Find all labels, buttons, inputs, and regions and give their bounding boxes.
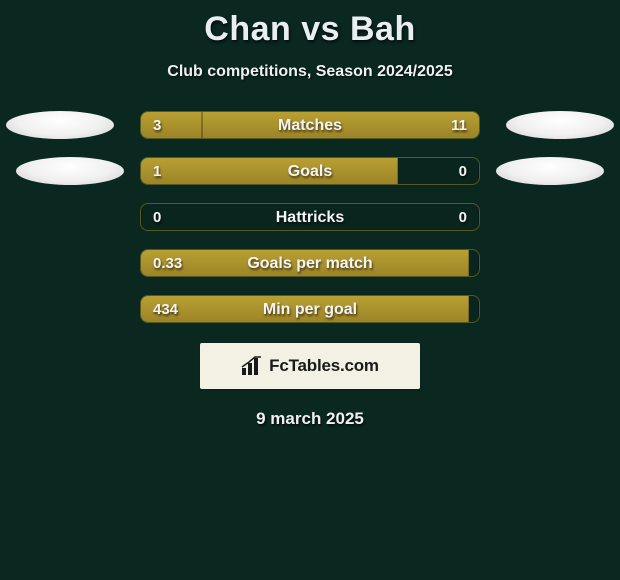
- stat-row: Goals per match0.33: [0, 249, 620, 279]
- stat-row: Hattricks0 0: [0, 203, 620, 233]
- stat-value-right: 0: [459, 158, 467, 185]
- logo-badge: FcTables.com: [200, 343, 420, 389]
- stat-bar-left-fill: [141, 112, 202, 138]
- stat-bar-right-fill: [202, 112, 479, 138]
- stat-bar-right-fill: [478, 296, 479, 322]
- stat-rows: Matches311Goals10Hattricks00Goals per ma…: [0, 111, 620, 325]
- stat-bar: Goals10: [140, 157, 480, 185]
- stat-bar-left-fill: [141, 296, 469, 322]
- player-marker-right: [496, 157, 604, 185]
- stat-row: Matches311: [0, 111, 620, 141]
- player-marker-left: [6, 111, 114, 139]
- stat-bar: Min per goal434: [140, 295, 480, 323]
- stat-bar: Hattricks0 0: [140, 203, 480, 231]
- date-label: 9 march 2025: [0, 409, 620, 429]
- page-title: Chan vs Bah: [0, 0, 620, 49]
- logo-text: FcTables.com: [269, 356, 379, 376]
- player-marker-right: [506, 111, 614, 139]
- stat-value-left: 0: [153, 204, 161, 231]
- stat-row: Goals10: [0, 157, 620, 187]
- stat-bar-left-fill: [141, 158, 398, 184]
- player-marker-left: [16, 157, 124, 185]
- stat-row: Min per goal434: [0, 295, 620, 325]
- stat-bar: Matches311: [140, 111, 480, 139]
- stat-bar-left-fill: [141, 204, 142, 230]
- stat-bar: Goals per match0.33: [140, 249, 480, 277]
- stat-label: Hattricks: [141, 204, 479, 231]
- stat-bar-left-fill: [141, 250, 469, 276]
- page-subtitle: Club competitions, Season 2024/2025: [0, 63, 620, 81]
- stat-value-right: 0: [459, 204, 467, 231]
- stat-bar-right-fill: [478, 158, 479, 184]
- stat-bar-right-fill: [478, 250, 479, 276]
- stat-bar-right-fill: [478, 204, 479, 230]
- bars-icon: [241, 356, 263, 376]
